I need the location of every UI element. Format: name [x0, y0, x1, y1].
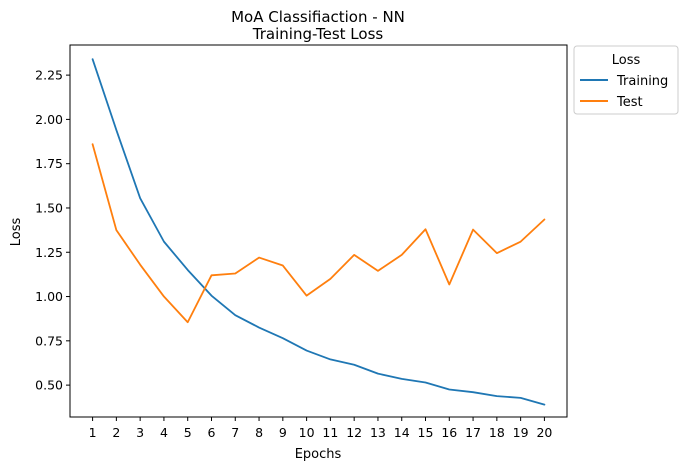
y-tick-label: 2.25 [35, 68, 63, 83]
y-tick-label: 0.50 [35, 378, 63, 393]
x-tick-label: 13 [370, 425, 386, 440]
series-line-training [91, 58, 546, 406]
y-tick-label: 1.75 [35, 156, 63, 171]
x-tick-label: 5 [184, 425, 192, 440]
y-tick-label: 2.00 [35, 112, 63, 127]
x-tick-label: 6 [208, 425, 216, 440]
legend-title: Loss [612, 53, 641, 68]
x-tick-label: 19 [513, 425, 529, 440]
series-line-test [91, 143, 546, 324]
x-tick-label: 7 [231, 425, 239, 440]
plot-area: 1 2 3 4 5 6 7 8 9 10 11 12 13 14 15 16 17 18 19 200.500.751… [35, 44, 568, 440]
x-tick-label: 20 [536, 425, 552, 440]
legend-label-training: Training [616, 74, 668, 89]
x-tick-label: 15 [418, 425, 434, 440]
y-tick-label: 1.25 [35, 245, 63, 260]
y-axis-label: Loss [9, 218, 24, 247]
legend-label-test: Test [616, 95, 643, 110]
chart-subtitle: Training-Test Loss [252, 25, 384, 43]
x-tick-label: 4 [160, 425, 168, 440]
x-axis-label: Epochs [295, 447, 342, 462]
y-tick-label: 1.50 [35, 200, 63, 215]
x-tick-label: 1 [89, 425, 97, 440]
x-tick-label: 10 [299, 425, 315, 440]
x-tick-label: 8 [255, 425, 263, 440]
x-tick-label: 11 [322, 425, 338, 440]
x-tick-label: 2 [112, 425, 120, 440]
x-tick-label: 17 [465, 425, 481, 440]
x-tick-label: 3 [136, 425, 144, 440]
x-tick-label: 16 [441, 425, 457, 440]
x-tick-label: 12 [346, 425, 362, 440]
y-tick-label: 0.75 [35, 333, 63, 348]
x-tick-label: 14 [394, 425, 410, 440]
plot-frame [69, 44, 568, 418]
y-tick-label: 1.00 [35, 289, 63, 304]
x-tick-label: 9 [279, 425, 287, 440]
chart-title: MoA Classifiaction - NN [231, 8, 405, 26]
x-tick-label: 18 [489, 425, 505, 440]
legend-frame [573, 45, 679, 115]
legend: Loss Training Test [573, 45, 679, 115]
